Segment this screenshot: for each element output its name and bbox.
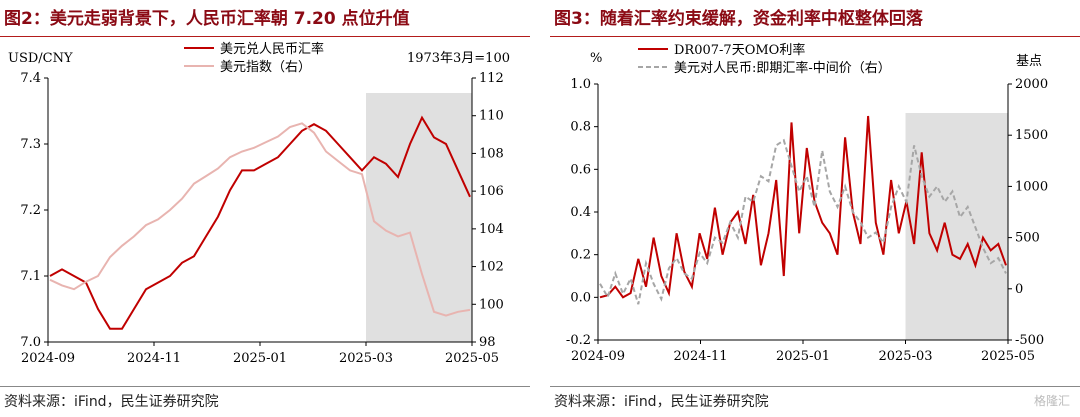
right-chart-svg: -0.2 0.0 0.2 0.4 0.6 0.8 1.0 -500 0 500 1000 1500 20… <box>566 42 1048 364</box>
right-axis-label: 基点 <box>1016 54 1042 69</box>
left-tick-label: 0.6 <box>570 162 591 177</box>
series-line-0 <box>49 115 471 330</box>
left-tick-label: 7.0 <box>20 335 41 350</box>
left-chart-panel: 图2：美元走弱背景下，人民币汇率朝 7.20 点位升值 7.0 7.1 7.2 7.3… <box>0 0 530 417</box>
left-tick-label: 7.3 <box>20 137 41 152</box>
right-tick-label: 108 <box>479 146 504 161</box>
x-tick-label: 2025-01 <box>233 351 287 366</box>
right-source-divider <box>550 386 1080 387</box>
right-tick-label: 98 <box>479 335 496 350</box>
legend-label-1: 美元对人民币:即期汇率-中间价（右） <box>674 60 891 76</box>
right-source: 资料来源：iFind，民生证券研究院 <box>554 394 769 410</box>
right-tick-label: 110 <box>479 109 504 124</box>
shaded-region <box>366 93 472 342</box>
right-tick-label: -500 <box>1015 333 1044 348</box>
left-source-divider <box>0 386 530 387</box>
left-source: 资料来源：iFind，民生证券研究院 <box>4 394 219 410</box>
right-axis-note: 1973年3月=100 <box>407 51 510 66</box>
series-line-0 <box>599 115 1007 299</box>
left-tick-label: 7.2 <box>20 203 41 218</box>
right-tick-label: 112 <box>479 71 504 86</box>
left-tick-label: 0.0 <box>570 290 591 305</box>
x-tick-label: 2025-05 <box>981 349 1035 364</box>
right-tick-label: 1000 <box>1015 179 1048 194</box>
left-tick-label: 7.1 <box>20 269 41 284</box>
x-tick-label: 2024-11 <box>673 349 727 364</box>
x-tick-label: 2024-11 <box>127 351 181 366</box>
x-tick-label: 2025-05 <box>445 351 499 366</box>
x-tick-label: 2024-09 <box>571 349 625 364</box>
left-chart-title: 图2：美元走弱背景下，人民币汇率朝 7.20 点位升值 <box>4 9 410 29</box>
legend-label-0: DR007-7天OMO利率 <box>674 42 805 58</box>
legend-label-0: 美元兑人民币汇率 <box>220 41 324 57</box>
right-tick-label: 100 <box>479 297 504 312</box>
left-tick-label: 0.4 <box>570 205 591 220</box>
right-tick-label: 0 <box>1015 282 1023 297</box>
left-title-bar: 图2：美元走弱背景下，人民币汇率朝 7.20 点位升值 <box>0 0 530 37</box>
right-tick-label: 2000 <box>1015 77 1048 92</box>
left-tick-label: 7.4 <box>20 71 41 86</box>
left-chart-svg: 7.0 7.1 7.2 7.3 7.4 98 100 102 104 106 108 110 112 20… <box>8 41 510 366</box>
shaded-region <box>905 113 1008 340</box>
right-tick-label: 1500 <box>1015 128 1048 143</box>
legend-label-1: 美元指数（右） <box>220 60 311 75</box>
watermark-logo: 格隆汇 <box>1033 394 1070 408</box>
right-tick-label: 104 <box>479 222 504 237</box>
right-chart-title: 图3：随着汇率约束缓解，资金利率中枢整体回落 <box>554 9 923 29</box>
x-tick-label: 2025-01 <box>776 349 830 364</box>
left-tick-label: 0.8 <box>570 120 591 135</box>
left-axis-label: % <box>590 51 602 66</box>
right-title-bar: 图3：随着汇率约束缓解，资金利率中枢整体回落 <box>550 0 1080 37</box>
series-line-1 <box>49 122 471 317</box>
left-tick-label: 0.2 <box>570 248 591 263</box>
left-tick-label: 1.0 <box>570 77 591 92</box>
series-line-1 <box>599 138 1007 305</box>
right-tick-label: 500 <box>1015 231 1040 246</box>
left-tick-label: -0.2 <box>566 333 591 348</box>
x-tick-label: 2025-03 <box>339 351 393 366</box>
x-tick-label: 2024-09 <box>21 351 75 366</box>
right-tick-label: 106 <box>479 184 504 199</box>
left-axis-label: USD/CNY <box>8 51 73 66</box>
x-tick-label: 2025-03 <box>878 349 932 364</box>
right-chart-panel: 图3：随着汇率约束缓解，资金利率中枢整体回落 -0.2 0.0 0.2 0.4 0.6 0… <box>550 0 1080 417</box>
right-tick-label: 102 <box>479 260 504 275</box>
